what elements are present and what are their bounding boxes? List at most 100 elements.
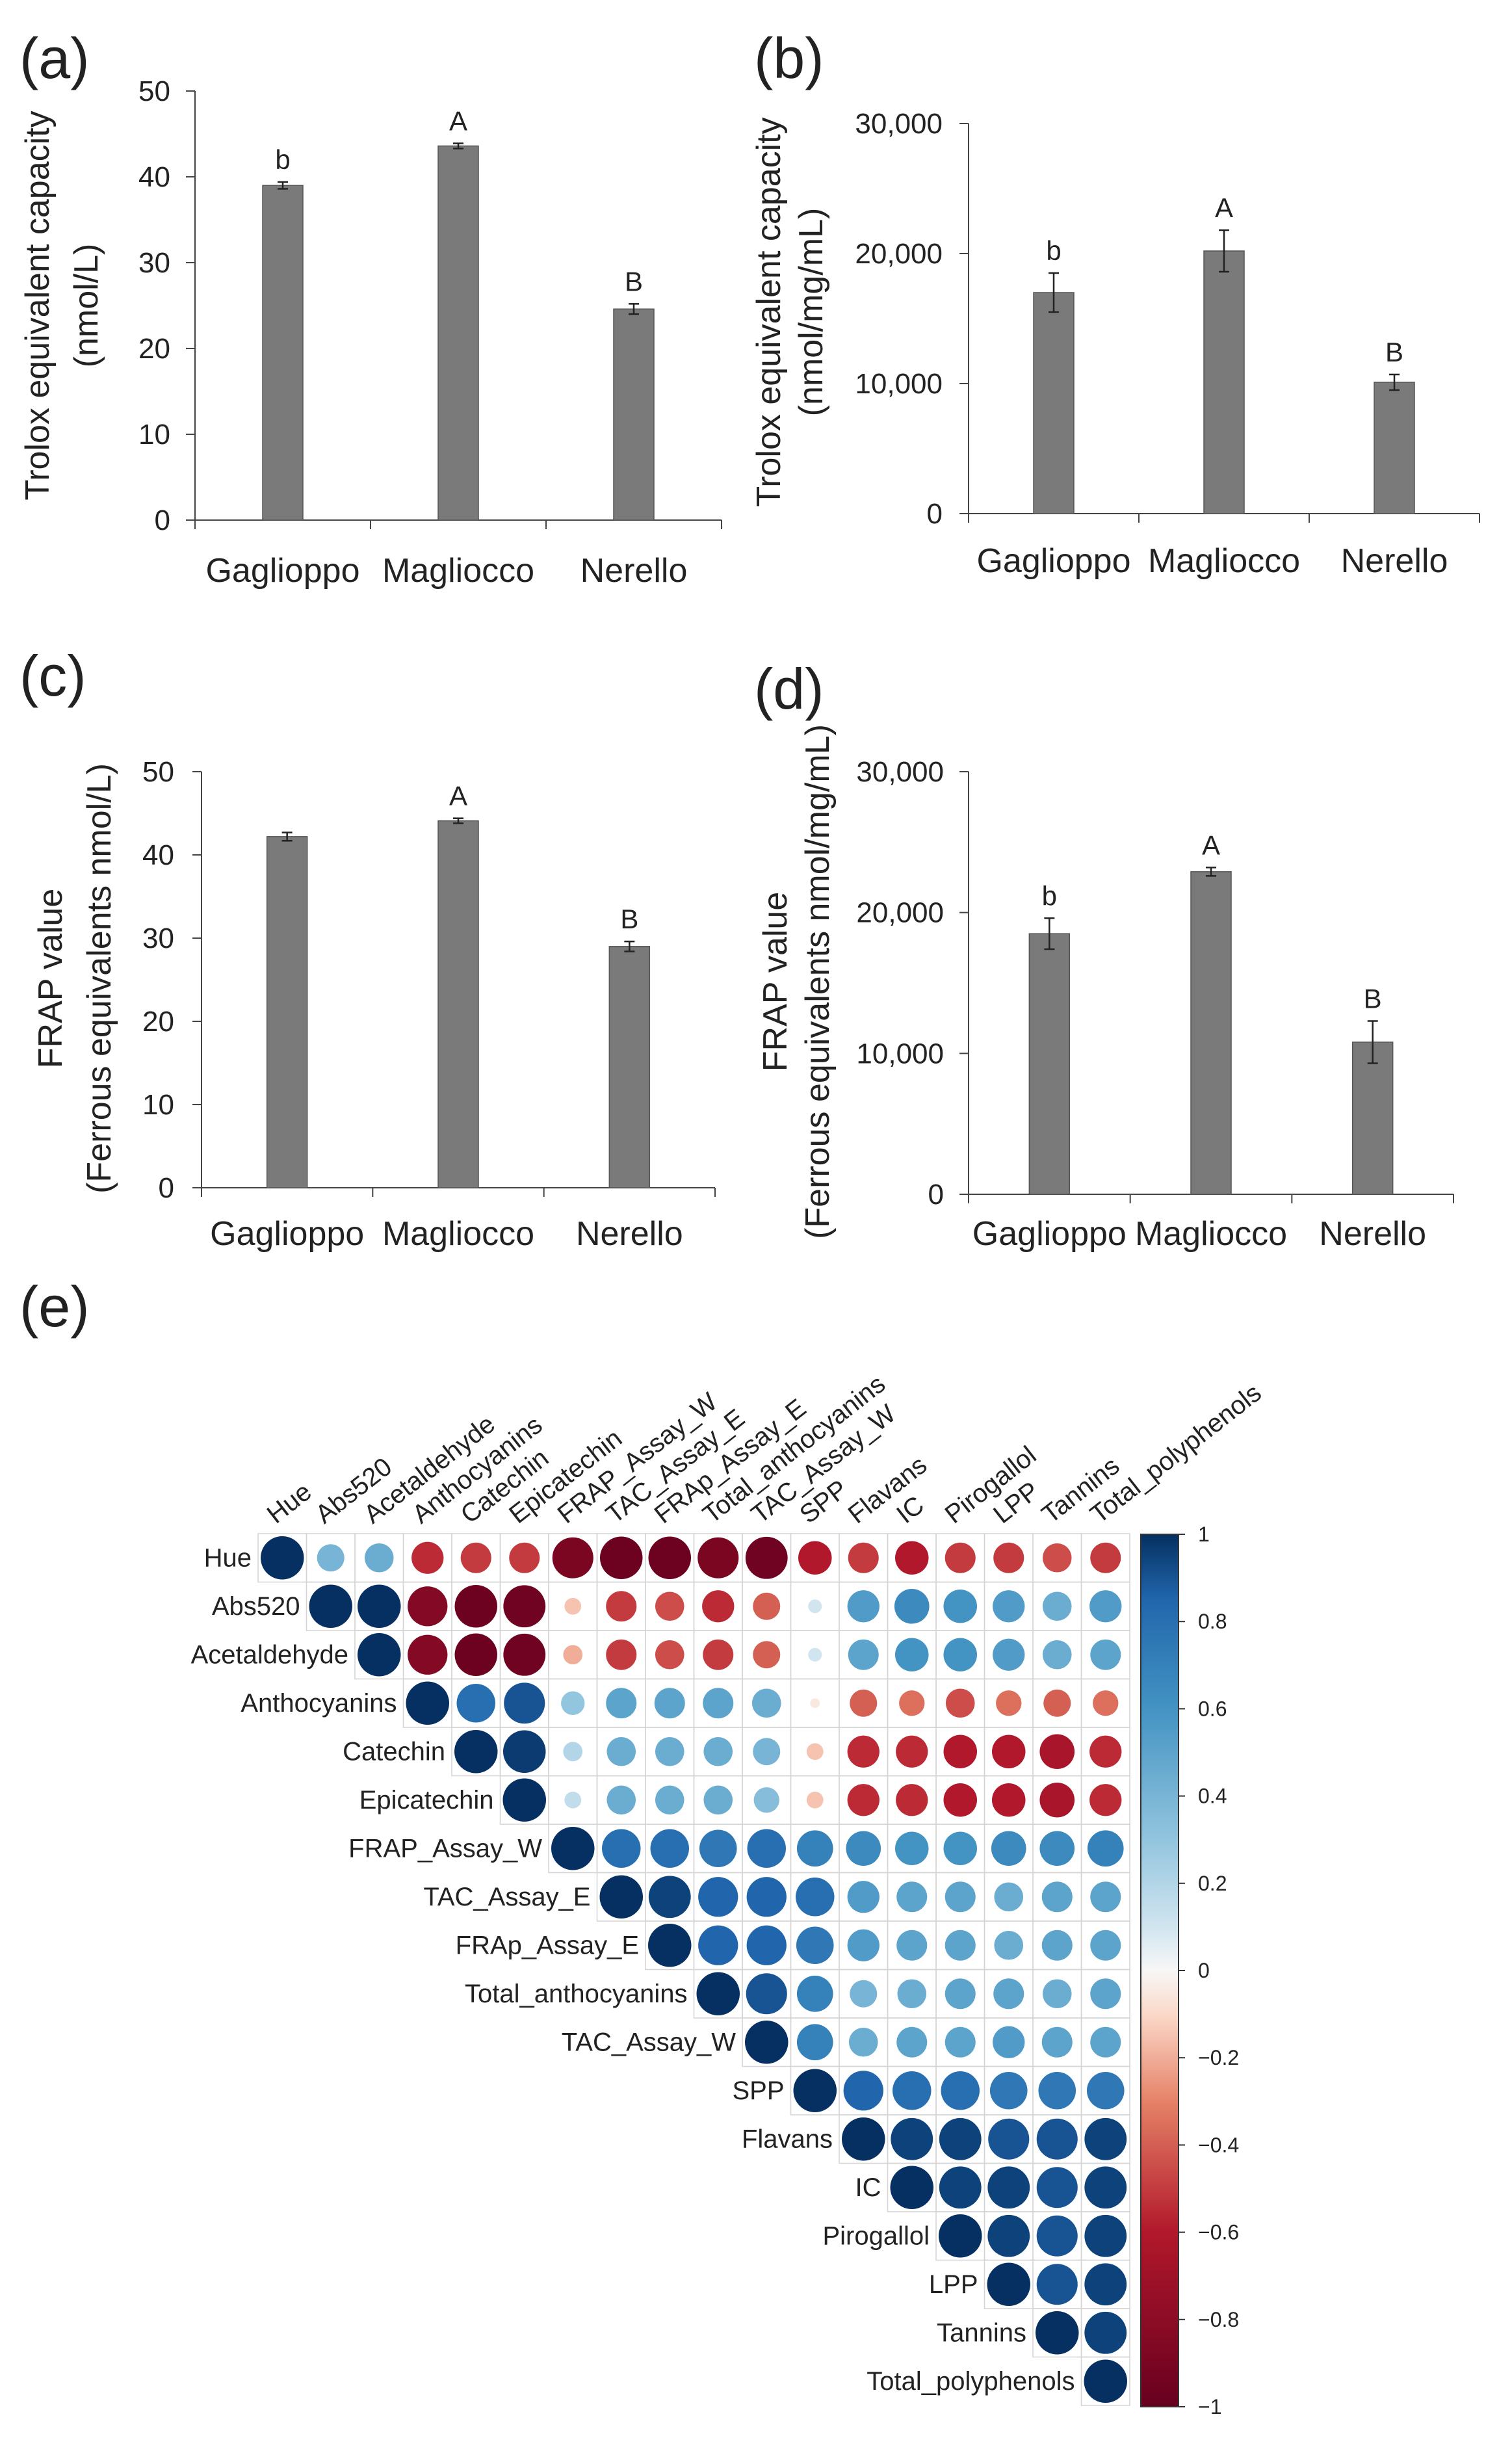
correlation-circle: [1036, 2311, 1079, 2355]
correlation-circle: [1043, 1689, 1071, 1717]
row-label: Tannins: [937, 2318, 1026, 2347]
bar-chart-c: (c) 0 10 20 30 40 50 Gaglioppo A Magliocco B Nerel…: [20, 644, 716, 1253]
correlation-circle: [896, 1735, 928, 1768]
y-tick-label: 20: [142, 1006, 174, 1038]
y-tick-label: 50: [138, 75, 170, 107]
correlation-circle: [994, 1882, 1024, 1912]
chart-c-content: 0 10 20 30 40 50 Gaglioppo A Magliocco B Nerello FR…: [32, 756, 716, 1253]
correlation-circle: [808, 1647, 822, 1662]
colorbar-tick-label: −0.2: [1198, 2046, 1239, 2069]
category-label: Magliocco: [1135, 1215, 1287, 1253]
correlation-circle: [1090, 1881, 1121, 1913]
row-label: LPP: [929, 2270, 978, 2299]
correlation-circle: [847, 1784, 880, 1816]
correlation-circle: [1090, 1930, 1121, 1961]
correlation-circle: [696, 1972, 740, 2015]
y-tick-label: 10: [142, 1089, 174, 1121]
correlation-circle: [991, 1735, 1026, 1769]
correlation-circle: [846, 1831, 881, 1866]
colorbar-tick-label: 0.8: [1198, 1610, 1227, 1633]
correlation-circle: [896, 1784, 928, 1816]
correlation-circle: [996, 1690, 1022, 1716]
significance-label: b: [1046, 235, 1061, 266]
correlation-circle: [606, 1785, 636, 1815]
correlation-circle: [747, 1829, 786, 1868]
y-axis-label-units: (Ferrous equivalents nmol/mg/mL): [799, 724, 837, 1239]
correlation-circle: [364, 1543, 394, 1573]
correlation-circle: [848, 1542, 879, 1573]
panel-letter-d: (d): [754, 657, 824, 721]
correlation-circle: [564, 1597, 582, 1615]
correlation-circle: [847, 1929, 880, 1961]
colorbar-tick-label: 0.2: [1198, 1872, 1227, 1895]
correlation-circle: [796, 2024, 833, 2061]
correlation-circle: [842, 2117, 885, 2161]
y-axis-label: FRAP value: [32, 889, 70, 1069]
corr-content: HueHueAbs520Abs520AcetaldehydeAcetaldehy…: [191, 1370, 1267, 2406]
y-axis-label: FRAP value: [757, 892, 794, 1072]
correlation-circle: [503, 1730, 546, 1773]
correlation-circle: [987, 2262, 1030, 2306]
correlation-circle: [994, 1930, 1024, 1960]
correlation-circle: [848, 1639, 879, 1670]
bar: [608, 946, 651, 1188]
correlation-circle: [993, 2026, 1025, 2058]
bar: [1033, 292, 1075, 514]
category-label: Nerello: [1341, 542, 1448, 580]
y-tick-label: 10,000: [855, 368, 943, 400]
correlation-circle: [606, 1639, 637, 1670]
correlation-circle: [648, 1536, 691, 1579]
category-label: Gaglioppo: [205, 552, 359, 590]
correlation-circle: [600, 1536, 643, 1579]
correlation-circle: [697, 1537, 739, 1578]
correlation-circle: [1089, 1784, 1122, 1816]
correlation-circle: [1087, 1830, 1124, 1867]
y-tick-label: 30,000: [856, 756, 944, 788]
y-tick-label: 30: [142, 923, 174, 954]
row-label: Anthocyanins: [241, 1689, 397, 1718]
row-label: TAC_Assay_W: [562, 2028, 736, 2056]
correlation-circle: [606, 1591, 637, 1622]
correlation-circle: [1084, 2359, 1127, 2403]
correlation-circle: [941, 2071, 980, 2110]
correlation-circle: [1039, 1782, 1075, 1818]
correlation-circle: [411, 1541, 444, 1574]
y-tick-label: 0: [155, 504, 170, 536]
correlation-circle: [1039, 1831, 1075, 1866]
correlation-circle: [1042, 1640, 1072, 1670]
correlation-circle: [408, 1634, 448, 1675]
correlation-circle: [890, 2166, 933, 2209]
correlation-circle: [261, 1536, 304, 1580]
correlation-circle: [987, 2166, 1030, 2209]
correlation-circle: [406, 1681, 449, 1725]
colorbar-tick-label: 0.6: [1198, 1697, 1227, 1720]
correlation-circle: [796, 1926, 834, 1965]
row-label: FRAP_Assay_W: [348, 1834, 542, 1863]
correlation-circle: [650, 1829, 689, 1868]
chart-b-content: 0 10,000 20,000 30,000 b Gaglioppo A Magliocco B…: [750, 108, 1480, 580]
correlation-circle: [564, 1791, 582, 1809]
significance-label: b: [275, 144, 290, 175]
category-label: Gaglioppo: [976, 542, 1130, 580]
row-label: Total_anthocyanins: [465, 1980, 687, 2008]
correlation-circle: [894, 1638, 929, 1672]
correlation-circle: [847, 1881, 880, 1913]
row-label: Pirogallol: [822, 2221, 930, 2250]
correlation-circle: [939, 2166, 982, 2209]
correlation-circle: [753, 1592, 781, 1620]
correlation-circle: [703, 1639, 734, 1670]
significance-label: B: [1364, 984, 1382, 1014]
bar-chart-d: (d) 0 10,000 20,000 30,000 b Gaglioppo A Maglio…: [754, 657, 1454, 1253]
correlation-circle: [943, 1783, 978, 1817]
correlation-circle: [561, 1691, 585, 1715]
correlation-circle: [843, 2071, 883, 2111]
correlation-circle: [939, 2214, 982, 2258]
correlation-circle: [454, 1633, 497, 1676]
correlation-circle: [993, 1638, 1025, 1671]
significance-label: B: [625, 266, 643, 296]
bar: [1190, 871, 1232, 1195]
correlation-circle: [753, 1787, 779, 1813]
correlation-circle: [894, 1831, 929, 1866]
bar-chart-a: (a) 0 10 20 30 40 50 b Gaglioppo A Magliocco B Nere…: [19, 26, 722, 590]
correlation-circle: [454, 1730, 498, 1774]
